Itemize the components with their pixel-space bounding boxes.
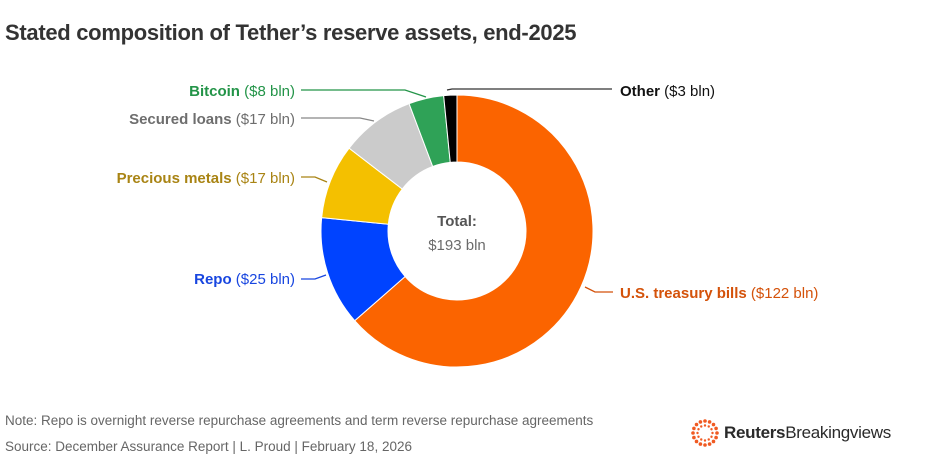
slice-label-name: Other <box>620 83 660 100</box>
leader-line-repo <box>301 274 327 280</box>
logo-dot <box>698 420 703 424</box>
logo-dot <box>692 426 696 431</box>
logo-dot <box>715 431 719 435</box>
logo-dot <box>700 438 703 441</box>
logo-dot <box>707 438 710 441</box>
slice-label-value: ($17 bln) <box>232 111 295 128</box>
logo-dot <box>710 435 713 438</box>
center-total-title: Total: <box>437 213 477 230</box>
logo-dot <box>711 439 716 444</box>
slice-label-name: Secured loans <box>129 111 232 128</box>
leader-lines <box>301 88 613 293</box>
donut-slices <box>320 94 594 368</box>
logo-dot <box>714 426 718 431</box>
leader-line-secured-loans <box>301 117 375 122</box>
slice-label-value: ($122 bln) <box>747 285 819 302</box>
donut-chart: U.S. treasury bills ($122 bln) Repo ($25 … <box>117 83 819 368</box>
logo-dot <box>696 431 699 435</box>
logo-dot <box>707 425 710 428</box>
logo-text: ReutersBreakingviews <box>724 423 891 443</box>
slice-label-value: ($3 bln) <box>660 83 715 100</box>
slice-label-value: ($25 bln) <box>232 271 295 288</box>
logo-dot <box>691 431 695 435</box>
logo-dot <box>707 420 712 424</box>
logo-dot <box>711 431 714 435</box>
slice-label-secured-loans: Secured loans ($17 bln) <box>129 111 295 128</box>
logo-dot <box>697 428 700 431</box>
slice-label-u-s-treasury-bills: U.S. treasury bills ($122 bln) <box>620 285 818 302</box>
center-total-value: $193 bln <box>428 237 486 254</box>
chart-note: Note: Repo is overnight reverse repurcha… <box>5 413 594 428</box>
logo-dot <box>714 435 718 440</box>
slice-label-bitcoin: Bitcoin ($8 bln) <box>189 83 295 100</box>
reuters-dots-icon <box>691 419 719 447</box>
logo-dot <box>700 425 703 428</box>
slice-label-value: ($17 bln) <box>232 170 295 187</box>
slice-label-precious-metals: Precious metals ($17 bln) <box>117 170 295 187</box>
slice-label-name: Repo <box>194 271 232 288</box>
logo-dot <box>703 424 707 427</box>
slice-label-name: Precious metals <box>117 170 232 187</box>
slice-label-value: ($8 bln) <box>240 83 295 100</box>
slice-u-s-treasury-bills <box>354 94 594 368</box>
logo-dot <box>694 439 699 444</box>
logo-dot <box>711 422 716 427</box>
logo-dot <box>703 443 707 447</box>
leader-line-bitcoin <box>301 89 427 98</box>
leader-line-precious-metals <box>301 176 328 183</box>
logo-dot <box>694 422 699 427</box>
logo-dot <box>703 439 707 442</box>
leader-line-u-s-treasury-bills <box>584 286 613 293</box>
logo-dot <box>707 442 712 446</box>
logo-dot <box>710 428 713 431</box>
slice-other <box>443 94 458 163</box>
chart-source: Source: December Assurance Report | L. P… <box>5 439 412 454</box>
slice-label-name: Bitcoin <box>189 83 240 100</box>
leader-line-other <box>446 88 612 91</box>
reuters-breakingviews-logo: ReutersBreakingviews <box>690 418 891 448</box>
slice-labels: U.S. treasury bills ($122 bln) Repo ($25 … <box>117 83 819 302</box>
chart-title: Stated composition of Tether’s reserve a… <box>5 20 577 45</box>
slice-label-repo: Repo ($25 bln) <box>194 271 295 288</box>
logo-dot <box>697 435 700 438</box>
slice-label-other: Other ($3 bln) <box>620 83 715 100</box>
logo-dot <box>703 419 707 423</box>
slice-label-name: U.S. treasury bills <box>620 285 747 302</box>
logo-product: Breakingviews <box>785 423 891 442</box>
logo-dot <box>692 435 696 440</box>
logo-dot <box>698 442 703 446</box>
logo-brand: Reuters <box>724 423 786 442</box>
